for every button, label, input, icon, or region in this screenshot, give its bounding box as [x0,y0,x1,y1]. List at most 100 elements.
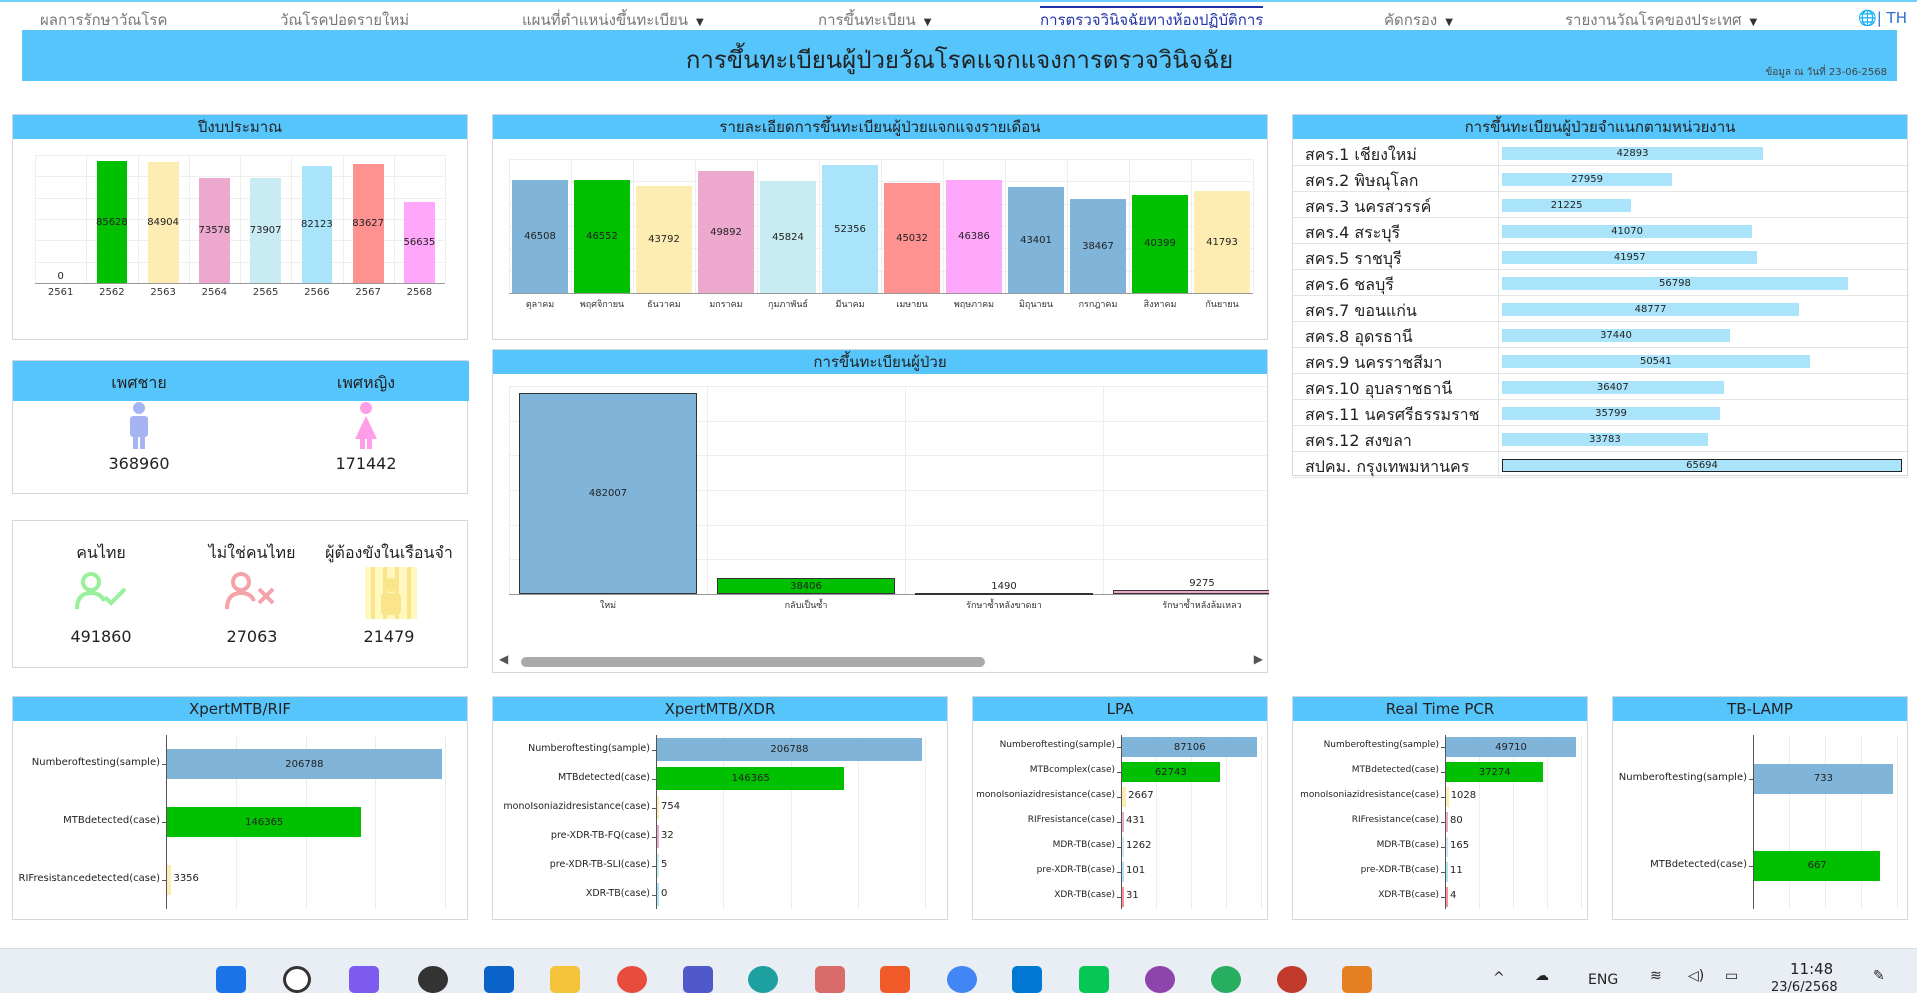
bar-5: 52356 [822,165,878,293]
page-title: การขึ้นทะเบียนผู้ป่วยวัณโรคแจกแจงการตรวจ… [685,46,1234,74]
nav-treatment-results[interactable]: ผลการรักษาวัณโรค [40,11,168,29]
divider [1498,322,1499,347]
app-icon[interactable] [880,966,910,993]
vscode-icon[interactable] [1012,966,1042,993]
y-tick-label: pre-XDR-TB(case) [1036,864,1115,875]
chevron-up-icon[interactable]: ^ [1493,970,1505,986]
clock-date[interactable]: 23/6/2568 [1771,980,1838,993]
gridline [571,159,572,293]
snipping-icon[interactable] [815,966,845,993]
store-icon[interactable] [484,966,514,993]
tick [1117,822,1121,823]
bar-4: 73907 [249,177,282,283]
gridline [291,155,293,283]
nav-national-report[interactable]: รายงานวัณโรคของประเทศ ▼ [1565,11,1758,29]
x-tick-label: กลับเป็นซ้ำ [784,601,828,611]
bar-3 [1446,812,1448,832]
obs-icon[interactable] [418,966,448,993]
gridline [943,159,944,293]
gridline [1067,159,1068,293]
data-label: 73907 [249,224,282,236]
data-label: 4 [1450,889,1457,901]
chevron-down-icon: ▼ [1749,17,1758,28]
divider [1498,166,1499,191]
gridline [35,155,36,283]
battery-icon[interactable]: ▭ [1725,968,1739,984]
x-tick-label: 2567 [355,287,381,298]
globe-icon: 🌐 [1858,9,1877,27]
bar-10: 40399 [1132,194,1188,293]
tick [162,764,166,765]
nationality-panel: คนไทย ไม่ใช่คนไทย ผู้ต้องขังในเรือนจำ 49… [12,520,468,668]
tick [652,836,656,838]
gridline [1547,735,1548,909]
horizontal-scrollbar[interactable]: ◀ ▶ [499,652,1263,668]
nav-registration[interactable]: การขึ้นทะเบียน ▼ [818,11,932,29]
region-name: สคร.6 ชลบุรี [1305,275,1394,294]
bar-11: 41793 [1194,191,1250,293]
tick [652,865,656,867]
bar-4 [1122,836,1124,857]
gridline [509,159,510,293]
data-label: 49892 [710,226,742,238]
wifi-icon[interactable]: ≋ [1650,968,1662,984]
data-label: 482007 [588,488,628,500]
clock-time[interactable]: 11:48 [1790,960,1834,978]
region-title: การขึ้นทะเบียนผู้ป่วยจำแนกตามหน่วยงาน [1293,115,1907,139]
gridline [1191,735,1192,909]
teams-icon[interactable] [683,966,713,993]
xampp-icon[interactable] [1342,966,1372,993]
search-icon[interactable] [283,966,311,993]
start-icon[interactable] [216,966,246,993]
gridline [1129,159,1130,293]
gridline [509,420,1269,422]
gridline [1861,735,1862,909]
bar-1: 146365 [167,807,362,837]
scroll-right-icon[interactable]: ▶ [1253,652,1263,666]
user-x-icon [225,572,275,610]
gridline [188,155,190,283]
bar-2 [914,593,1094,596]
edge-icon[interactable] [748,966,778,993]
scrollbar-thumb[interactable] [521,657,985,667]
data-label: 1262 [1126,839,1152,851]
data-label: 667 [1807,860,1827,871]
input-language[interactable]: ENG [1588,972,1619,988]
chrome-icon[interactable] [617,966,647,993]
y-tick-label: monoIsoniazidresistance(case) [976,790,1115,801]
data-label: 1028 [1450,790,1477,802]
nav-registration-map[interactable]: แผนที่ตำแหน่งขึ้นทะเบียน ▼ [522,11,704,29]
chrome-profile3-icon[interactable] [1211,966,1241,993]
data-label: 43401 [1020,234,1052,246]
cloud-icon[interactable]: ☁ [1535,968,1549,984]
line-icon[interactable] [1079,966,1109,993]
data-label: 32 [661,829,674,841]
bar-8: 43401 [1008,187,1064,293]
x-tick-label: ตุลาคม [525,300,555,310]
x-tick-label: 2563 [150,287,176,298]
folder-icon[interactable] [550,966,580,993]
tick [652,778,656,780]
nav-new-pulmonary-tb[interactable]: วัณโรคปอดรายใหม่ [280,11,410,29]
nav-screening[interactable]: คัดกรอง ▼ [1384,11,1453,29]
monthly-title: รายละเอียดการขึ้นทะเบียนผู้ป่วยแจกแจงราย… [493,115,1267,139]
data-label: 45824 [772,231,804,243]
chrome-profile2-icon[interactable] [1145,966,1175,993]
copilot-icon[interactable] [349,966,379,993]
notification-icon[interactable]: ✎ [1873,968,1885,984]
data-label: 165 [1450,839,1470,851]
rt-pcr-title: Real Time PCR [1293,697,1587,721]
tick [652,749,656,751]
chrome-profile4-icon[interactable] [1277,966,1307,993]
volume-icon[interactable]: ◁) [1688,968,1705,984]
scroll-left-icon[interactable]: ◀ [499,652,509,666]
bar-1: 37274 [1446,762,1544,783]
gridline [790,735,792,909]
y-axis [166,735,167,909]
region-name: สคร.7 ขอนแก่น [1305,301,1417,320]
lpa-panel: LPA Numberoftesting(sample) 87106 MTBcompl… [972,696,1268,920]
language-switcher[interactable]: 🌐| TH [1858,9,1907,27]
region-row: สคร.8 อุดรธานี 37440 [1293,322,1909,348]
gridline [393,155,395,283]
chrome-profile-icon[interactable] [947,966,977,993]
